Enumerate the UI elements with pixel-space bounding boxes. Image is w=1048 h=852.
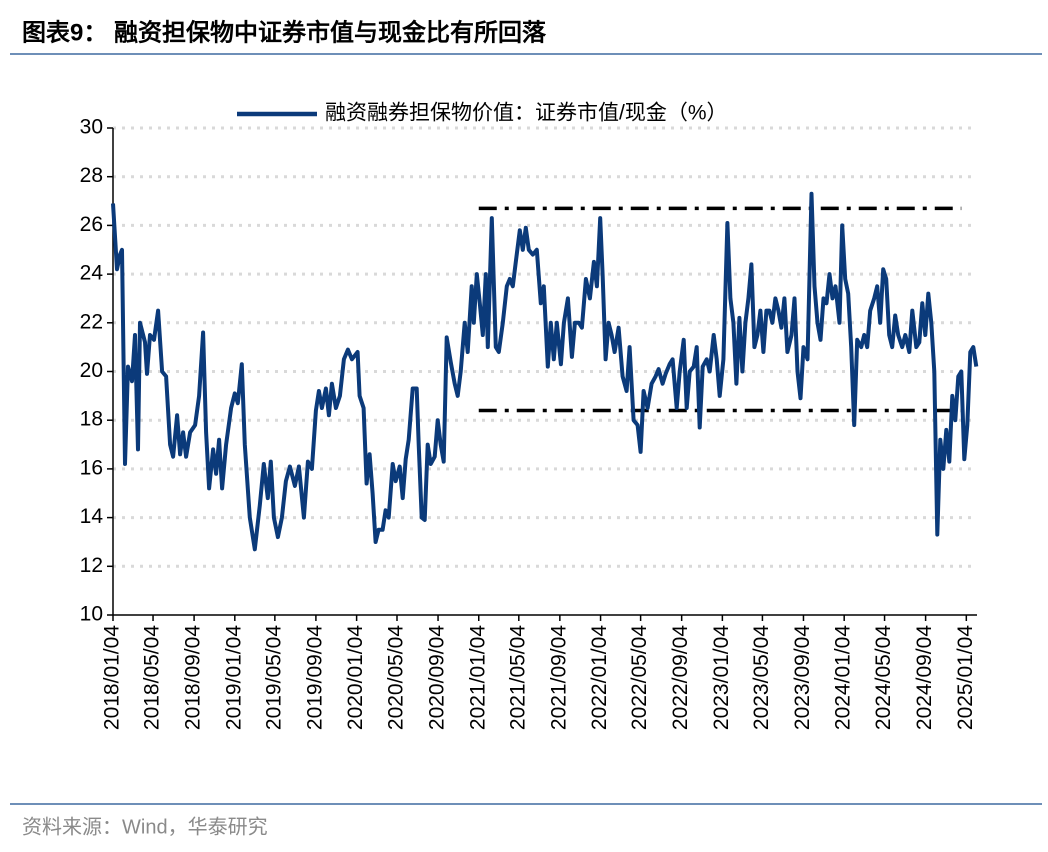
x-tick-label: 2020/01/04 <box>344 625 367 730</box>
x-tick-label: 2018/01/04 <box>101 625 124 730</box>
x-tick-label: 2020/09/04 <box>426 625 449 730</box>
x-tick-label: 2024/09/04 <box>913 625 936 730</box>
x-tick-label: 2025/01/04 <box>954 625 977 730</box>
x-tick-label: 2019/05/04 <box>262 625 285 730</box>
x-tick-label: 2019/01/04 <box>222 625 245 730</box>
x-tick-label: 2020/05/04 <box>385 625 408 730</box>
x-tick-label: 2022/01/04 <box>588 625 611 730</box>
y-tick-label: 22 <box>80 310 103 333</box>
y-tick-label: 20 <box>80 359 103 382</box>
x-tick-label: 2018/05/04 <box>141 625 164 730</box>
x-tick-label: 2023/01/04 <box>710 625 733 730</box>
x-tick-label: 2024/01/04 <box>832 625 855 730</box>
y-tick-label: 28 <box>80 164 103 187</box>
y-tick-label: 16 <box>80 456 103 479</box>
legend-label: 融资融券担保物价值：证券市值/现金（%） <box>325 102 728 125</box>
y-tick-label: 24 <box>80 262 104 285</box>
y-tick-label: 14 <box>80 505 104 528</box>
x-tick-label: 2023/05/04 <box>750 625 773 730</box>
source-note: 资料来源：Wind，华泰研究 <box>22 815 268 838</box>
x-tick-label: 2021/09/04 <box>547 625 570 730</box>
y-tick-label: 26 <box>80 213 103 236</box>
y-tick-label: 18 <box>80 408 103 431</box>
x-tick-label: 2022/05/04 <box>628 625 651 730</box>
x-tick-label: 2021/05/04 <box>506 625 529 730</box>
y-tick-label: 30 <box>80 116 103 139</box>
x-tick-label: 2019/09/04 <box>303 625 326 730</box>
y-tick-label: 12 <box>80 554 103 577</box>
data-line <box>111 191 979 552</box>
x-tick-label: 2021/01/04 <box>466 625 489 730</box>
x-tick-label: 2022/09/04 <box>669 625 692 730</box>
y-tick-label: 10 <box>80 603 103 626</box>
x-tick-label: 2018/09/04 <box>182 625 205 730</box>
chart-title: 图表9： 融资担保物中证券市值与现金比有所回落 <box>22 18 547 46</box>
x-tick-label: 2024/05/04 <box>872 625 895 730</box>
x-tick-label: 2023/09/04 <box>791 625 814 730</box>
